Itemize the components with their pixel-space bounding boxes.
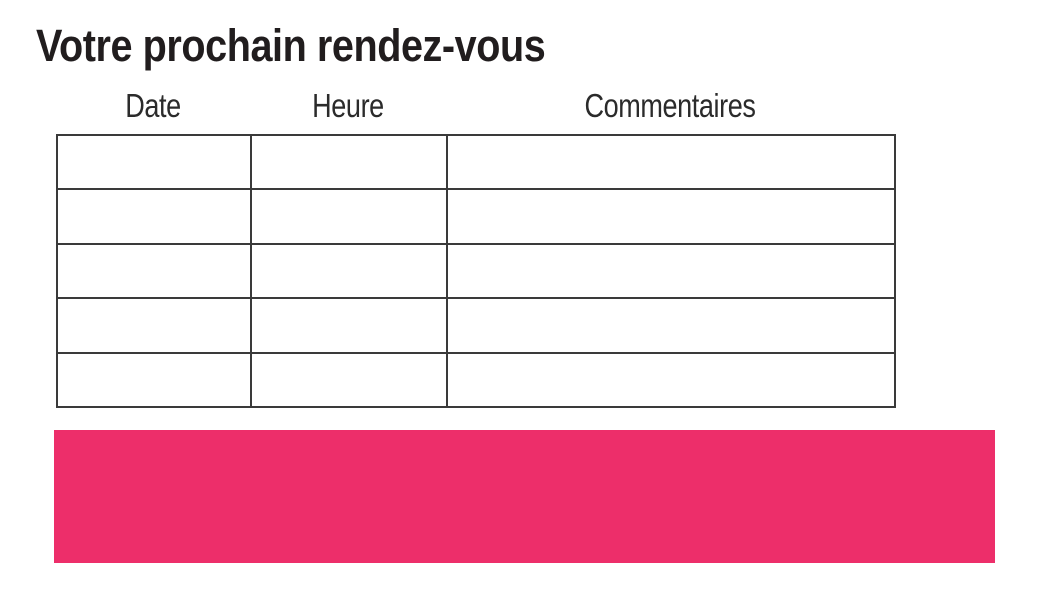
table-cell bbox=[250, 351, 448, 409]
table-row bbox=[56, 297, 896, 354]
table-cell bbox=[446, 351, 896, 409]
table-cell bbox=[446, 188, 896, 245]
table-cell bbox=[250, 133, 448, 191]
table-cell bbox=[56, 297, 252, 354]
table-cell bbox=[56, 133, 252, 191]
pink-banner bbox=[54, 430, 995, 563]
page-title: Votre prochain rendez-vous bbox=[36, 20, 546, 71]
appointment-table-body bbox=[56, 133, 896, 409]
table-row bbox=[56, 133, 896, 191]
table-cell bbox=[250, 297, 448, 354]
column-header-heure: Heure bbox=[312, 87, 384, 124]
table-row bbox=[56, 351, 896, 409]
table-cell bbox=[250, 242, 448, 300]
table-cell bbox=[56, 242, 252, 300]
column-header-commentaires: Commentaires bbox=[584, 87, 756, 124]
table-cell bbox=[446, 242, 896, 300]
table-cell bbox=[56, 351, 252, 409]
table-cell bbox=[446, 297, 896, 354]
table-cell bbox=[56, 188, 252, 245]
table-cell bbox=[446, 133, 896, 191]
appointment-table bbox=[56, 133, 896, 409]
table-row bbox=[56, 188, 896, 245]
table-header-row: Date Heure Commentaires bbox=[56, 88, 894, 124]
table-cell bbox=[250, 188, 448, 245]
column-header-date: Date bbox=[125, 87, 181, 124]
table-row bbox=[56, 242, 896, 300]
